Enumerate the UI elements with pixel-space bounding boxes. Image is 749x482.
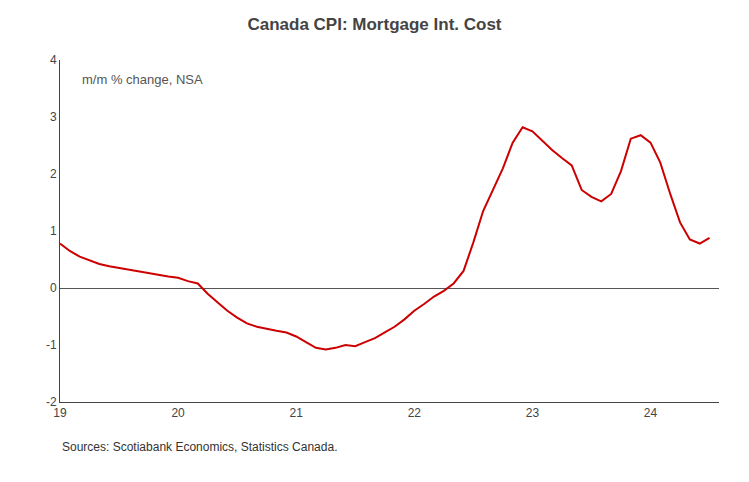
svg-text:22: 22 [408, 406, 422, 420]
svg-text:20: 20 [171, 406, 185, 420]
svg-text:19: 19 [53, 406, 67, 420]
svg-text:2: 2 [50, 167, 57, 181]
svg-text:Sources: Scotiabank Economics,: Sources: Scotiabank Economics, Statistic… [62, 440, 337, 454]
svg-text:3: 3 [50, 110, 57, 124]
svg-text:-2: -2 [46, 395, 57, 409]
svg-text:-1: -1 [46, 338, 57, 352]
svg-text:m/m % change, NSA: m/m % change, NSA [82, 72, 203, 87]
svg-text:24: 24 [644, 406, 658, 420]
svg-text:4: 4 [50, 53, 57, 67]
svg-text:1: 1 [50, 224, 57, 238]
svg-text:21: 21 [290, 406, 304, 420]
svg-text:Canada CPI: Mortgage Int. Cost: Canada CPI: Mortgage Int. Cost [247, 15, 501, 34]
svg-text:23: 23 [526, 406, 540, 420]
svg-text:0: 0 [50, 281, 57, 295]
